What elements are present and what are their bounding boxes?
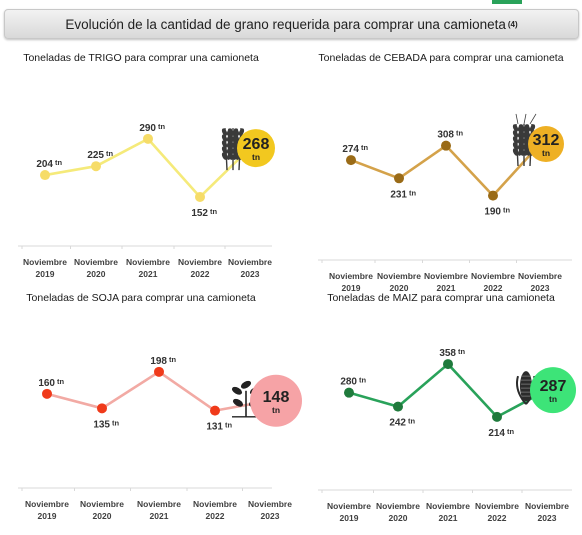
data-point bbox=[195, 191, 205, 202]
data-point bbox=[394, 173, 404, 184]
data-point bbox=[488, 190, 498, 201]
x-tick-label: Noviembre 2019 bbox=[23, 257, 67, 279]
x-tick-label: Noviembre 2022 bbox=[178, 257, 222, 279]
data-point bbox=[154, 366, 164, 377]
data-label: 231 bbox=[390, 189, 407, 200]
data-label-unit: tn bbox=[361, 143, 368, 152]
data-label: 204 bbox=[36, 159, 53, 170]
badge-unit: tn bbox=[272, 405, 280, 415]
chart-title-trigo: Toneladas de TRIGO para comprar una cami… bbox=[23, 52, 259, 64]
data-label: 131 bbox=[206, 422, 223, 433]
badge-value: 148 bbox=[263, 389, 290, 406]
x-tick-label: Noviembre 2023 bbox=[248, 499, 292, 521]
data-point bbox=[42, 388, 52, 399]
x-tick-label: Noviembre 2020 bbox=[80, 499, 124, 521]
data-label: 190 bbox=[484, 207, 501, 218]
x-tick-label: Noviembre 2023 bbox=[518, 271, 562, 293]
x-tick-label: Noviembre 2020 bbox=[376, 501, 420, 523]
x-tick-label: Noviembre 2021 bbox=[424, 271, 468, 293]
data-label-unit: tn bbox=[169, 355, 176, 364]
x-tick-label: Noviembre 2022 bbox=[471, 271, 515, 293]
badge-unit: tn bbox=[549, 394, 557, 404]
page-header: Evolución de la cantidad de grano requer… bbox=[4, 9, 579, 39]
data-label-unit: tn bbox=[55, 158, 62, 167]
series-line-cebada bbox=[350, 143, 541, 197]
chart-panel-trigo: Toneladas de TRIGO para comprar una cami… bbox=[0, 52, 282, 292]
page-title: Evolución de la cantidad de grano requer… bbox=[65, 16, 506, 32]
data-label-unit: tn bbox=[57, 377, 64, 386]
data-label-unit: tn bbox=[106, 149, 113, 158]
data-label-unit: tn bbox=[158, 122, 165, 131]
data-label-unit: tn bbox=[409, 188, 416, 197]
data-label: 308 bbox=[437, 130, 454, 141]
badge-value: 312 bbox=[533, 132, 560, 149]
x-tick-label: Noviembre 2021 bbox=[126, 257, 170, 279]
data-label-unit: tn bbox=[507, 427, 514, 436]
data-point bbox=[40, 170, 50, 181]
series-line-trigo bbox=[44, 137, 251, 199]
x-tick-label: Noviembre 2020 bbox=[377, 271, 421, 293]
x-tick-label: Noviembre 2020 bbox=[74, 257, 118, 279]
data-label-unit: tn bbox=[112, 418, 119, 427]
data-label: 274 bbox=[342, 144, 359, 155]
x-tick-label: Noviembre 2023 bbox=[525, 501, 569, 523]
data-label: 358 bbox=[439, 348, 456, 359]
chart-title-maiz: Toneladas de MAIZ para comprar una camio… bbox=[327, 292, 555, 304]
data-label-unit: tn bbox=[503, 206, 510, 215]
data-label: 135 bbox=[93, 419, 110, 430]
chart-panel-maiz: Toneladas de MAIZ para comprar una camio… bbox=[300, 292, 582, 532]
data-label: 280 bbox=[340, 377, 357, 388]
x-tick-label: Noviembre 2019 bbox=[329, 271, 373, 293]
chart-title-soja: Toneladas de SOJA para comprar una camio… bbox=[26, 292, 256, 304]
data-label-unit: tn bbox=[359, 376, 366, 385]
x-tick-label: Noviembre 2022 bbox=[475, 501, 519, 523]
badge-unit: tn bbox=[252, 152, 260, 162]
data-point bbox=[210, 405, 220, 416]
data-point bbox=[91, 161, 101, 172]
data-label-unit: tn bbox=[225, 421, 232, 430]
x-tick-label: Noviembre 2021 bbox=[426, 501, 470, 523]
data-point bbox=[441, 140, 451, 151]
data-point bbox=[492, 411, 502, 422]
data-point bbox=[346, 155, 356, 166]
data-point bbox=[97, 403, 107, 414]
x-tick-label: Noviembre 2021 bbox=[137, 499, 181, 521]
x-tick-label: Noviembre 2023 bbox=[228, 257, 272, 279]
chart-panel-cebada: Toneladas de CEBADA para comprar una cam… bbox=[300, 52, 582, 293]
badge-value: 268 bbox=[243, 136, 270, 153]
x-tick-label: Noviembre 2019 bbox=[25, 499, 69, 521]
data-point bbox=[443, 359, 453, 370]
data-point bbox=[143, 133, 153, 144]
data-point bbox=[393, 401, 403, 412]
data-label: 242 bbox=[389, 418, 406, 429]
data-label: 198 bbox=[150, 356, 167, 367]
data-label: 160 bbox=[38, 378, 55, 389]
data-label: 225 bbox=[87, 150, 104, 161]
footnote-ref: (4) bbox=[507, 19, 518, 29]
chart-panel-soja: Toneladas de SOJA para comprar una camio… bbox=[0, 292, 302, 532]
data-label-unit: tn bbox=[456, 129, 463, 138]
x-tick-label: Noviembre 2022 bbox=[193, 499, 237, 521]
data-label: 214 bbox=[488, 428, 505, 439]
data-label-unit: tn bbox=[408, 417, 415, 426]
chart-title-cebada: Toneladas de CEBADA para comprar una cam… bbox=[318, 52, 564, 64]
data-label-unit: tn bbox=[210, 207, 217, 216]
badge-value: 287 bbox=[540, 378, 567, 395]
x-tick-label: Noviembre 2019 bbox=[327, 501, 371, 523]
data-label-unit: tn bbox=[458, 347, 465, 356]
data-point bbox=[344, 387, 354, 398]
top-accent-bar bbox=[492, 0, 522, 4]
data-label: 152 bbox=[191, 208, 208, 219]
badge-unit: tn bbox=[542, 148, 550, 158]
data-label: 290 bbox=[139, 123, 156, 134]
